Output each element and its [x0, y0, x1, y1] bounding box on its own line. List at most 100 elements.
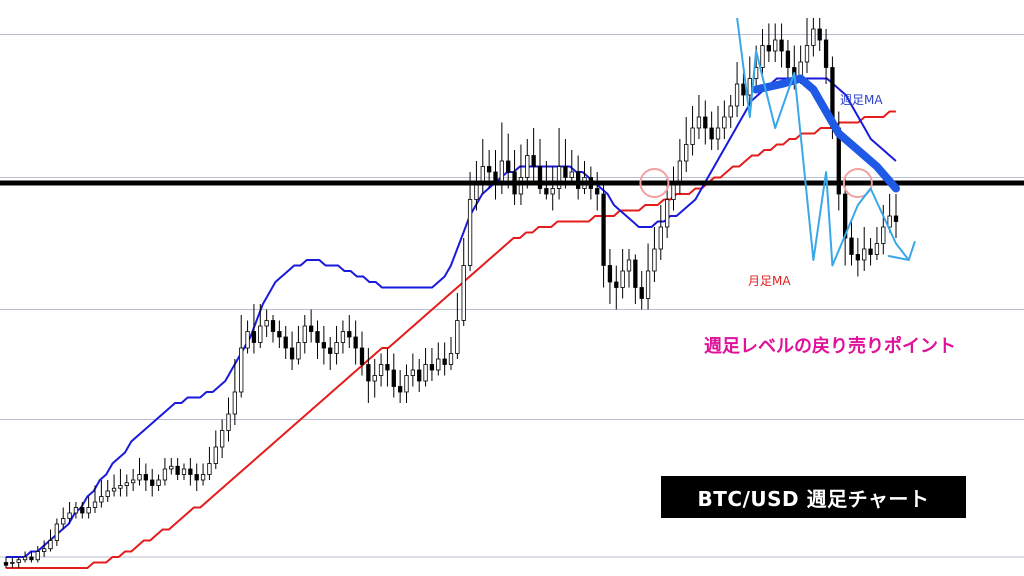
candle [334, 326, 339, 365]
candle [86, 496, 91, 519]
candle [652, 227, 657, 282]
candle-body-up [569, 171, 574, 178]
candle-body-down [741, 83, 746, 96]
candle [10, 557, 15, 568]
candle-body-up [213, 446, 218, 464]
candle-body-up [773, 39, 778, 52]
candle [194, 463, 199, 491]
candle-body-down [703, 116, 708, 129]
candle [54, 518, 60, 546]
candle-body-up [645, 270, 651, 299]
candle [410, 353, 416, 387]
candle-body-up [334, 342, 339, 354]
candle [61, 507, 66, 530]
candle-body-up [499, 160, 505, 184]
candle [607, 249, 613, 304]
candle-body-up [760, 45, 765, 68]
candle [658, 205, 663, 260]
candle [703, 100, 708, 145]
candle-body-down [842, 193, 848, 239]
candle-body-down [308, 325, 314, 332]
candle [359, 331, 365, 376]
candle-body-up [652, 248, 657, 272]
candle [785, 40, 791, 79]
weekly-ma-line [5, 77, 897, 558]
candle [671, 166, 676, 211]
monthly-ma-line [5, 110, 896, 569]
candle [156, 474, 161, 491]
candle-body-up [264, 320, 269, 327]
candle-body-up [626, 259, 632, 272]
candle-body-up [239, 347, 244, 393]
candle [296, 326, 301, 365]
candle-body-down [563, 166, 568, 178]
candle [741, 73, 746, 106]
candle-body-down [855, 254, 861, 261]
candle [842, 177, 848, 266]
candle-body-up [61, 518, 66, 525]
candle [328, 337, 333, 370]
candle [874, 227, 880, 260]
drawn-trend-line [752, 74, 900, 193]
candle [537, 139, 543, 194]
candle-body-down [397, 386, 403, 393]
candle-body-up [226, 413, 231, 431]
candle-body-up [620, 270, 625, 288]
candle [270, 315, 276, 343]
candle-body-up [137, 474, 142, 481]
candle [130, 469, 136, 491]
candle [804, 18, 810, 73]
candle [67, 502, 72, 524]
candle [29, 551, 34, 563]
candle [118, 469, 123, 497]
candle [366, 348, 371, 403]
candle-body-up [67, 512, 72, 519]
candle [391, 353, 396, 398]
candle-body-down [385, 364, 390, 371]
candle [283, 326, 288, 359]
candle [245, 320, 250, 354]
candle-body-up [696, 116, 702, 129]
candle [709, 111, 714, 150]
candle [595, 172, 600, 211]
candle [41, 540, 47, 557]
candle [862, 227, 867, 271]
candle [448, 337, 454, 370]
candle [3, 557, 9, 568]
candle-body-up [99, 496, 104, 503]
candle-body-up [156, 479, 161, 486]
candle-body-up [245, 331, 250, 349]
candle-body-down [429, 364, 435, 371]
candle-body-up [734, 83, 740, 107]
candle-body-up [881, 226, 886, 244]
candle-body-down [283, 336, 288, 349]
candle [893, 194, 899, 238]
candle-body-down [143, 474, 149, 481]
candle-body-down [270, 320, 276, 332]
candle [575, 155, 581, 200]
candle-body-down [417, 369, 422, 382]
candle-body-down [639, 287, 644, 299]
candle [715, 106, 721, 150]
candle [690, 106, 695, 156]
weekly-ma-path [5, 77, 897, 558]
candle-body-up [722, 116, 727, 129]
weekly-ma-label: 週足MA [840, 93, 883, 107]
candle-body-up [550, 188, 555, 195]
candle-body-up [664, 199, 670, 228]
candle-body-down [251, 331, 257, 343]
candle [321, 326, 327, 365]
candle-body-up [436, 358, 441, 371]
candlesticks [3, 18, 899, 568]
candle [73, 502, 79, 519]
candle [175, 458, 180, 480]
candle [188, 458, 193, 486]
candle [773, 23, 778, 62]
candle-body-up [747, 78, 752, 96]
candle [550, 166, 555, 211]
candle-body-down [194, 474, 199, 481]
candle-body-up [54, 523, 60, 541]
candle [493, 150, 498, 200]
candle-body-up [48, 540, 53, 550]
